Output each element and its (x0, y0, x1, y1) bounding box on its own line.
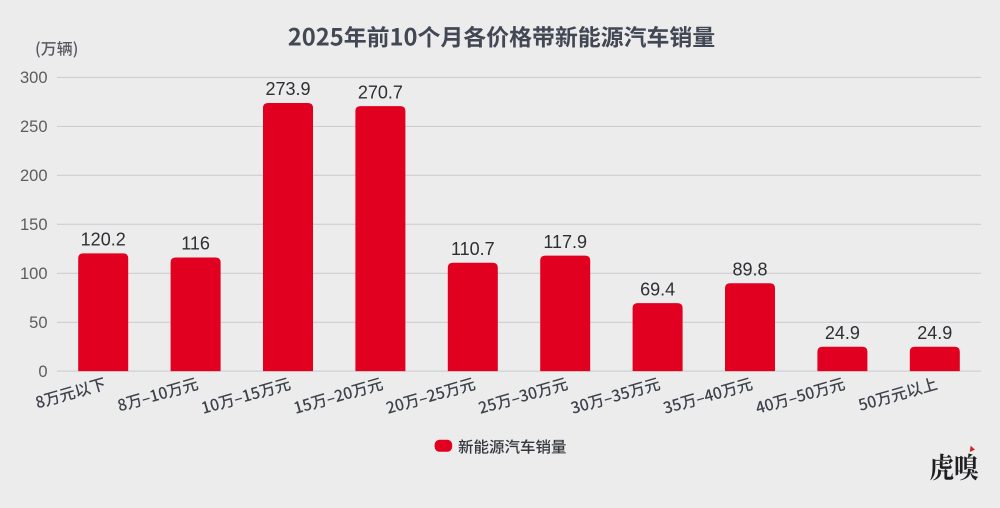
svg-text:270.7: 270.7 (358, 82, 403, 102)
svg-text:24.9: 24.9 (917, 323, 952, 343)
svg-text:117.9: 117.9 (543, 232, 587, 252)
svg-text:110.7: 110.7 (451, 239, 495, 259)
svg-text:100: 100 (20, 265, 48, 283)
svg-text:50: 50 (29, 314, 47, 332)
svg-text:69.4: 69.4 (640, 279, 675, 299)
svg-text:0: 0 (38, 363, 47, 381)
svg-text:250: 250 (20, 118, 48, 136)
svg-text:24.9: 24.9 (825, 323, 860, 343)
svg-text:116: 116 (181, 234, 210, 254)
svg-text:120.2: 120.2 (81, 230, 126, 250)
svg-text:273.9: 273.9 (265, 79, 310, 99)
svg-text:150: 150 (20, 216, 48, 234)
svg-text:200: 200 (20, 167, 48, 185)
svg-text:89.8: 89.8 (732, 259, 767, 279)
svg-text:300: 300 (20, 69, 48, 87)
